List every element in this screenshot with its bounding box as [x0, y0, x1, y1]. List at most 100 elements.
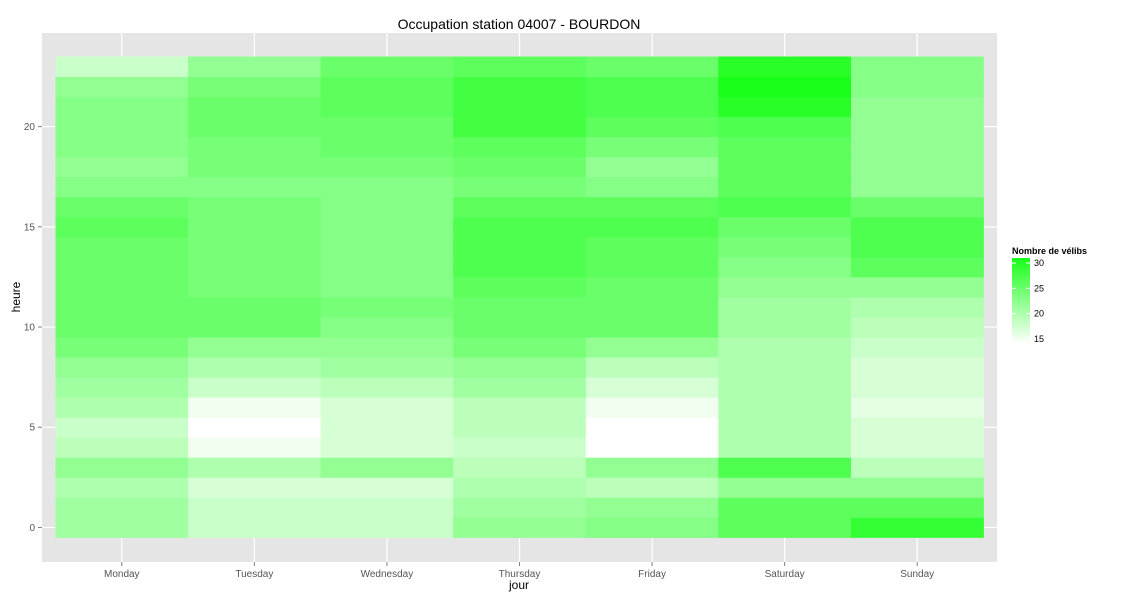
heatmap-cell	[585, 377, 719, 398]
heatmap-cell	[188, 256, 322, 278]
heatmap-cell	[320, 256, 454, 278]
heatmap-cell	[55, 397, 189, 418]
heatmap-cell	[188, 156, 322, 178]
heatmap-cell	[850, 156, 984, 178]
heatmap-cell	[718, 397, 852, 418]
heatmap-cell	[585, 56, 719, 77]
legend-label: 15	[1034, 334, 1044, 344]
heatmap-cell	[453, 96, 587, 118]
heatmap-cell	[320, 477, 454, 498]
y-tick-label: 5	[29, 423, 35, 434]
heatmap-cell	[585, 457, 719, 478]
heatmap-cell	[188, 377, 322, 398]
heatmap-cell	[850, 176, 984, 198]
heatmap-cell	[188, 337, 322, 358]
heatmap-cell	[585, 437, 719, 458]
y-axis-title: heure	[9, 281, 23, 312]
heatmap-cell	[850, 497, 984, 518]
heatmap-cell	[55, 56, 189, 77]
x-axis-title: jour	[508, 578, 529, 592]
heatmap-cell	[320, 357, 454, 378]
heatmap-cell	[320, 517, 454, 538]
heatmap-cell	[188, 517, 322, 538]
legend-label: 30	[1034, 258, 1044, 268]
heatmap-cell	[585, 397, 719, 418]
heatmap-cell	[850, 116, 984, 138]
heatmap-cell	[850, 397, 984, 418]
heatmap-cell	[188, 236, 322, 258]
x-tick-label: Tuesday	[235, 569, 273, 580]
heatmap-cell	[453, 397, 587, 418]
heatmap-cell	[585, 236, 719, 258]
heatmap-cell	[585, 497, 719, 518]
heatmap-cell	[850, 417, 984, 438]
heatmap-cell	[585, 317, 719, 338]
heatmap-cell	[188, 96, 322, 118]
heatmap-cell	[585, 337, 719, 358]
heatmap-cell	[850, 296, 984, 318]
x-axis: Monday Tuesday Wednesday Thursday Friday Satu…	[104, 562, 934, 580]
heatmap-cell	[718, 196, 852, 218]
heatmap-cell	[320, 397, 454, 418]
heatmap-cell	[585, 176, 719, 198]
heatmap-cell	[718, 256, 852, 278]
heatmap-cell	[55, 76, 189, 97]
heatmap-cell	[453, 276, 587, 298]
x-tick-label: Thursday	[499, 569, 541, 580]
heatmap-cell	[453, 196, 587, 218]
heatmap-cell	[850, 196, 984, 218]
heatmap-cell	[188, 136, 322, 158]
legend-colorbar	[1012, 258, 1030, 344]
heatmap-cell	[718, 437, 852, 458]
heatmap-cell	[850, 136, 984, 158]
heatmap-cell	[55, 216, 189, 238]
heatmap-cell	[55, 116, 189, 138]
heatmap-cell	[585, 76, 719, 97]
heatmap-cell	[718, 276, 852, 298]
heatmap-cell	[850, 317, 984, 338]
heatmap-cell	[718, 136, 852, 158]
heatmap-cell	[55, 497, 189, 518]
legend-title: Nombre de vélibs	[1012, 246, 1087, 256]
heatmap-cell	[453, 317, 587, 338]
heatmap-cell	[55, 276, 189, 298]
heatmap-cell	[320, 136, 454, 158]
heatmap-cell	[585, 357, 719, 378]
heatmap-cell	[320, 216, 454, 238]
heatmap-cell	[453, 136, 587, 158]
heatmap-cell	[320, 176, 454, 198]
heatmap-cell	[850, 96, 984, 118]
heatmap-cell	[453, 56, 587, 77]
heatmap-cell	[55, 236, 189, 258]
heatmap-cell	[585, 276, 719, 298]
heatmap-cell	[320, 417, 454, 438]
heatmap-cell	[850, 276, 984, 298]
heatmap-cell	[320, 296, 454, 318]
heatmap-cell	[188, 417, 322, 438]
heatmap-cell	[188, 196, 322, 218]
heatmap-cell	[718, 497, 852, 518]
heatmap-cell	[718, 56, 852, 77]
heatmap-cell	[320, 116, 454, 138]
heatmap-cell	[55, 517, 189, 538]
heatmap-cell	[585, 136, 719, 158]
heatmap-cell	[453, 156, 587, 178]
heatmap-cell	[718, 236, 852, 258]
heatmap-cell	[585, 417, 719, 438]
heatmap-cell	[718, 296, 852, 318]
heatmap-cell	[453, 417, 587, 438]
y-tick-label: 15	[24, 222, 36, 233]
heatmap-cell	[188, 116, 322, 138]
heatmap-cell	[850, 337, 984, 358]
heatmap-cell	[188, 397, 322, 418]
heatmap-cell	[55, 96, 189, 118]
heatmap-cell	[585, 477, 719, 498]
heatmap-cell	[850, 477, 984, 498]
heatmap-cell	[585, 196, 719, 218]
heatmap-cell	[718, 517, 852, 538]
heatmap-cell	[453, 357, 587, 378]
heatmap-cell	[55, 437, 189, 458]
heatmap-cell	[320, 196, 454, 218]
heatmap-cell	[55, 317, 189, 338]
